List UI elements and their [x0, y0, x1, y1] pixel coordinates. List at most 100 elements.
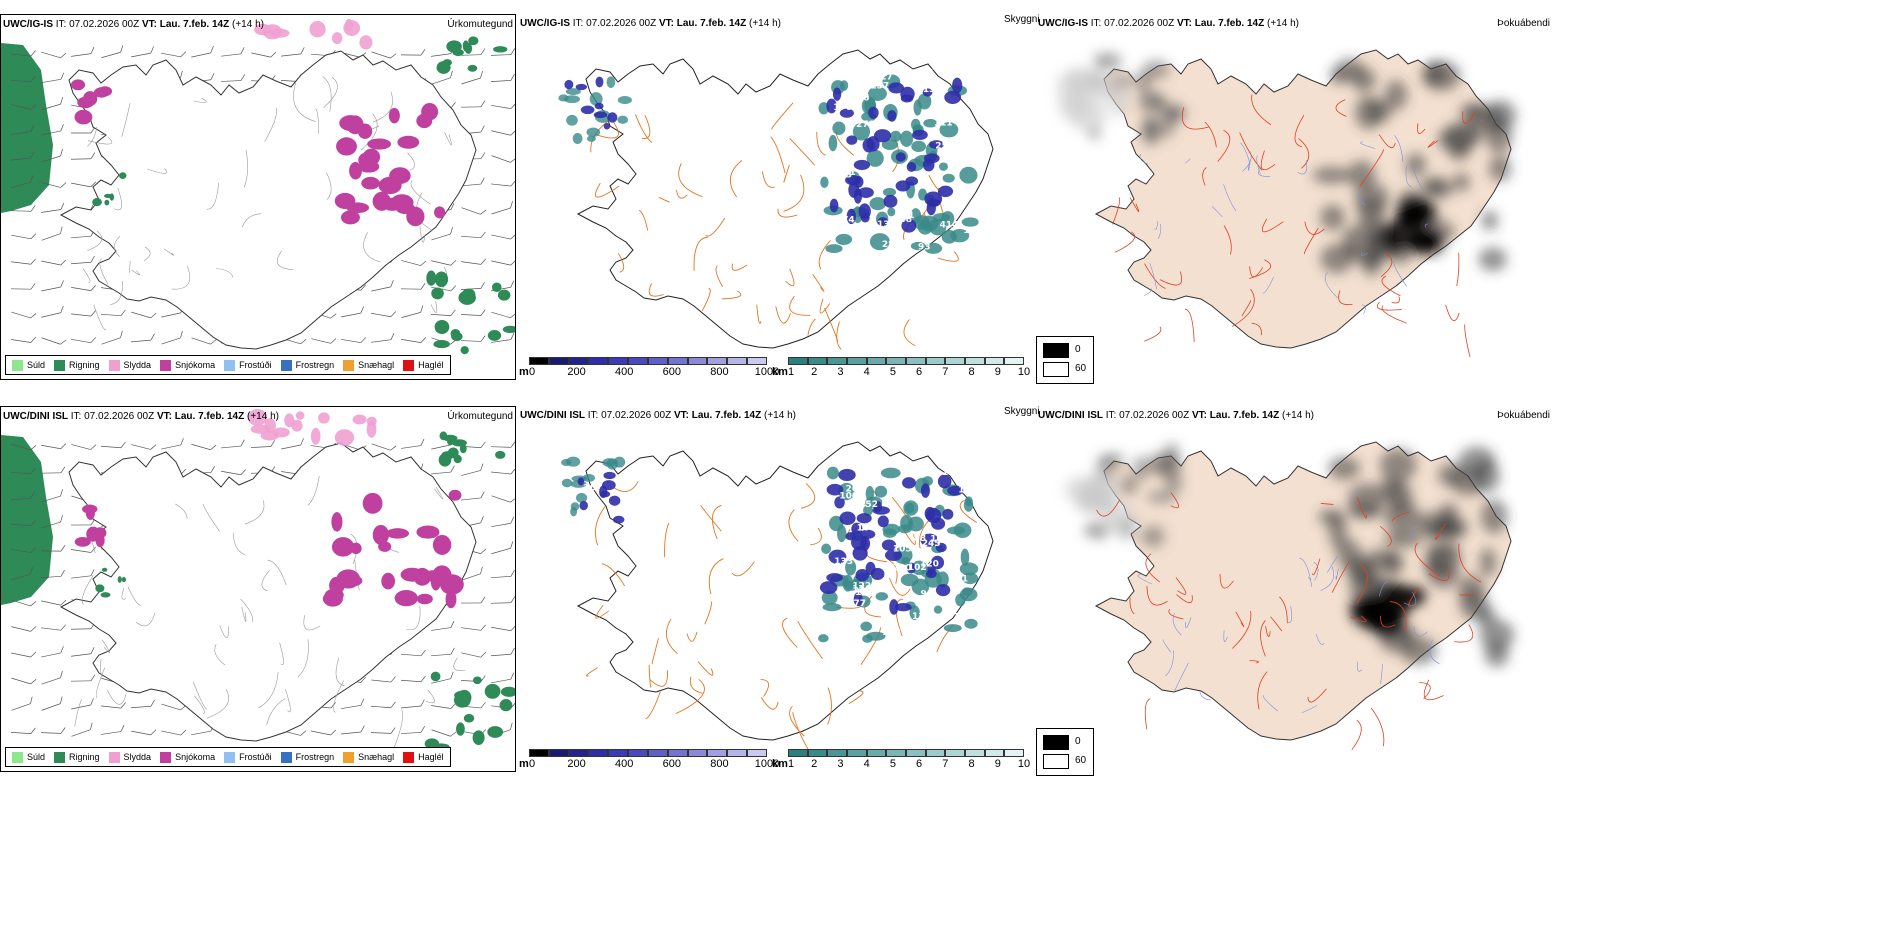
cloud-base-value-label: 88: [914, 534, 927, 544]
wind-barb: [71, 46, 95, 57]
precip-type-map-panel[interactable]: UWC/IG-IS IT: 07.02.2026 00Z VT: Lau. 7.…: [0, 14, 516, 380]
colorbar-tick: 4: [863, 366, 870, 378]
road-network: [590, 102, 959, 350]
wind-barb: [101, 441, 126, 449]
cloud-base-value-label: 135: [961, 468, 980, 478]
wind-barb: [71, 310, 96, 317]
wind-barb: [41, 182, 67, 188]
precip-map-canvas[interactable]: [1, 407, 516, 772]
wind-barb: [491, 647, 515, 657]
cloud-base-value-label: 102: [908, 563, 927, 573]
wind-barb: [491, 103, 515, 110]
wind-barb: [401, 699, 425, 709]
cloud-base-value-label: 122: [852, 582, 871, 592]
visibility-unit: km: [772, 366, 788, 378]
precip-legend: Súld Rigning Slydda Snjókoma Frostúði Frostre…: [5, 747, 451, 767]
cloud-base-value-label: 131: [896, 211, 915, 221]
wind-barb: [401, 260, 427, 266]
wind-barb: [460, 48, 486, 56]
cloud-base-map-panel[interactable]: UWC/DINI ISL IT: 07.02.2026 00Z VT: Lau.…: [518, 406, 1034, 772]
wind-barb: [11, 175, 34, 189]
cloud-base-value-label: 101: [916, 69, 935, 79]
wind-barb: [371, 51, 397, 59]
cloud-base-value-label: 252: [935, 141, 954, 151]
fog-index-map-panel[interactable]: UWC/IG-IS IT: 07.02.2026 00Z VT: Lau. 7.…: [1036, 14, 1552, 380]
wind-barb: [41, 337, 67, 345]
wind-barb: [491, 495, 515, 503]
wind-barb: [281, 438, 304, 450]
cloud-base-value-label: 578: [946, 612, 965, 622]
wind-barb: [41, 443, 67, 450]
cloud-map-canvas[interactable]: 2025518736951351058722011322012377102951…: [518, 406, 1034, 772]
fog-legend-white-label: 60: [1075, 363, 1087, 374]
wind-barb: [461, 463, 484, 476]
colorbar-cell: [847, 357, 867, 365]
wind-barb: [11, 151, 35, 161]
precip-map-canvas[interactable]: [1, 15, 516, 380]
fog-map-canvas[interactable]: [1036, 14, 1552, 380]
wind-barb: [491, 541, 514, 555]
wind-barb: [41, 124, 64, 136]
cloud-map-canvas[interactable]: 1838116113314812710011314627210617011867…: [518, 14, 1034, 380]
cloud-base-value-label: 81: [681, 105, 694, 115]
colorbar-cell: [866, 749, 887, 757]
wind-barb: [71, 337, 97, 344]
wind-barb: [460, 281, 485, 290]
wind-barb: [250, 440, 275, 448]
cloud-base-value-label: 77: [854, 599, 867, 609]
iceland-outline: [576, 49, 994, 349]
wind-barb: [400, 726, 425, 734]
colorbar-cell: [548, 357, 569, 365]
legend-label: Rigning: [69, 752, 100, 762]
wind-barb: [220, 74, 246, 82]
fog-map-canvas[interactable]: [1036, 406, 1552, 772]
cloud-base-value-label: 118: [954, 152, 973, 162]
wind-barb: [431, 671, 454, 684]
wind-barb: [491, 155, 515, 163]
legend-item-3: Snjókoma: [160, 359, 215, 371]
wind-barb: [491, 130, 515, 136]
wind-barb: [101, 702, 126, 709]
wind-barb: [41, 226, 63, 241]
colorbar-cell: [529, 749, 549, 757]
legend-label: Súld: [27, 360, 46, 370]
wind-barb: [41, 51, 67, 59]
colorbar-tick: 4: [863, 758, 870, 770]
colorbar-cell: [588, 357, 609, 365]
wind-barb: [490, 596, 515, 604]
wind-barb: [131, 46, 154, 58]
wind-barb: [70, 152, 96, 160]
legend-item-1: Rigning: [54, 359, 100, 371]
cloud-base-map-panel[interactable]: UWC/IG-IS IT: 07.02.2026 00Z VT: Lau. 7.…: [518, 14, 1034, 380]
cloud-base-value-label: 96: [921, 589, 934, 599]
colorbar-tick: 9: [994, 366, 1001, 378]
cloud-base-value-label: 127: [874, 73, 893, 83]
legend-swatch: [280, 751, 292, 763]
precip-type-map-panel[interactable]: UWC/DINI ISL IT: 07.02.2026 00Z VT: Lau.…: [0, 406, 516, 772]
cloud-base-value-label: 160: [942, 468, 961, 478]
wind-barb: [11, 626, 37, 632]
wind-barb: [311, 338, 337, 344]
precip-legend: Súld Rigning Slydda Snjókoma Frostúði Frostre…: [5, 355, 451, 375]
visibility-variable-label: Skyggni: [1004, 14, 1040, 25]
cloud-base-value-label: 100: [857, 523, 876, 533]
colorbar-cell: [548, 749, 569, 757]
colorbar-cell: [984, 357, 1005, 365]
fog-index-map-panel[interactable]: UWC/DINI ISL IT: 07.02.2026 00Z VT: Lau.…: [1036, 406, 1552, 772]
wind-barb: [11, 336, 36, 343]
cloud-base-value-label: 132: [923, 85, 942, 95]
wind-barb: [460, 596, 486, 604]
cloud-base-value-label: 120: [920, 560, 939, 570]
cloud-base-value-label: 67: [884, 248, 897, 258]
cloud-base-value-label: 20: [675, 524, 688, 534]
colorbar-tick: 7: [942, 366, 949, 378]
wind-barb: [401, 649, 426, 657]
colorbar-tick: 2: [811, 758, 818, 770]
wind-barb: [40, 569, 65, 579]
map-header: UWC/DINI ISL IT: 07.02.2026 00Z VT: Lau.…: [520, 410, 796, 421]
colorbar-cell: [568, 749, 589, 757]
colorbar-tick: 1: [788, 366, 795, 378]
wind-barb: [460, 335, 486, 342]
wind-barb: [491, 180, 515, 187]
colorbar-tick: 800: [710, 366, 729, 378]
